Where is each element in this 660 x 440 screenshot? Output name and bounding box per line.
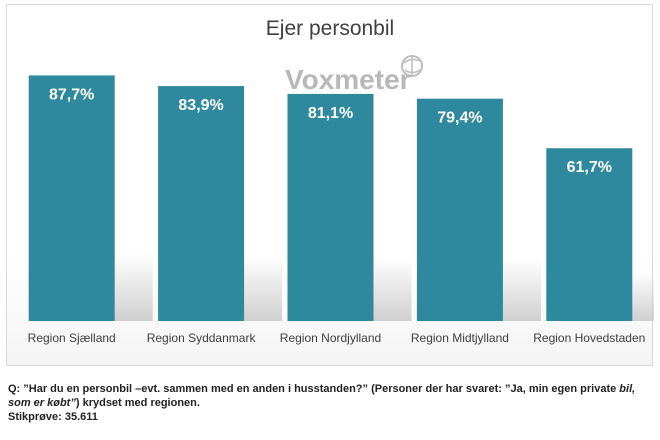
bar-chart: Ejer personbil Voxmeter 87,7% 83,9% 81,1% 7…: [28, 17, 654, 345]
category-label: Region Midtjylland: [411, 331, 509, 345]
bar: [546, 148, 633, 321]
category-label: Region Syddanmark: [147, 331, 257, 345]
category-label: Region Sjælland: [28, 331, 116, 345]
value-labels: 87,7% 83,9% 81,1% 79,4% 61,7%: [49, 86, 612, 176]
bars: [28, 75, 633, 322]
chart-frame: Ejer personbil Voxmeter 87,7% 83,9% 81,1% 7…: [6, 4, 654, 366]
sample-size: Stikprøve: 35.611: [8, 411, 98, 423]
footnote: Q: ”Har du en personbil –evt. sammen med…: [8, 382, 653, 424]
voxmeter-logo: Voxmeter: [285, 55, 423, 95]
category-label: Region Hovedstaden: [533, 331, 645, 345]
category-label: Region Nordjylland: [280, 331, 381, 345]
chart-title: Ejer personbil: [266, 17, 394, 40]
question-text: Q: ”Har du en personbil –evt. sammen med…: [8, 383, 617, 395]
globe-icon: [401, 55, 423, 77]
data-label: 83,9%: [178, 97, 223, 114]
data-label: 81,1%: [308, 105, 353, 122]
data-label: 61,7%: [567, 159, 612, 176]
bar: [287, 93, 374, 321]
data-label: 87,7%: [49, 86, 94, 103]
question-suffix: ) krydset med regionen.: [75, 397, 200, 409]
question-answer-italic: bil, som er købt”: [8, 383, 636, 409]
logo-text: Voxmeter: [285, 64, 411, 95]
category-labels: Region Sjælland Region Syddanmark Region N…: [28, 331, 646, 345]
bar: [158, 86, 245, 321]
bar: [28, 75, 115, 321]
data-label: 79,4%: [437, 110, 482, 127]
bar: [416, 98, 503, 322]
